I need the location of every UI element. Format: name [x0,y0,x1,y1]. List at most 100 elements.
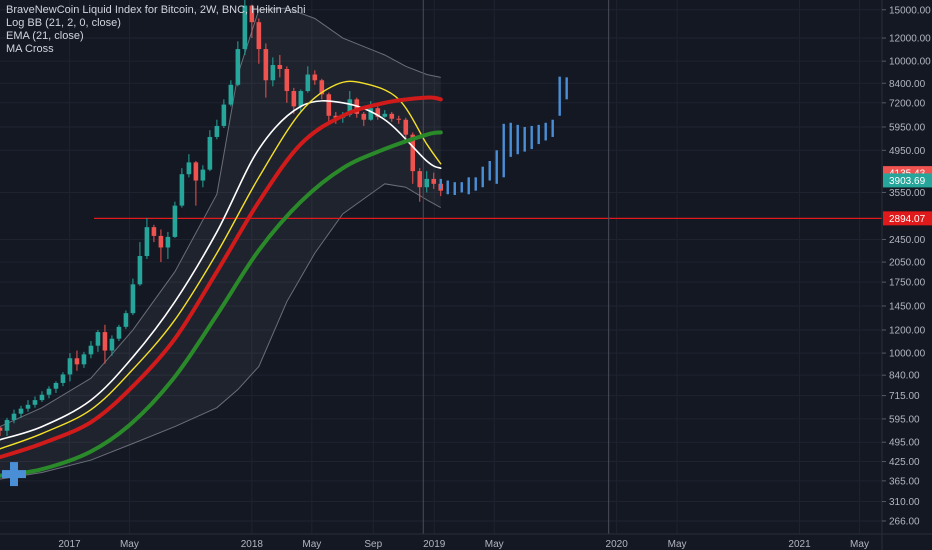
price-tick-label-17: 7200.00 [889,98,926,109]
candle-body-35 [242,5,248,50]
legend-ma-cross[interactable]: MA Cross [6,43,54,55]
time-tick-label-6: May [485,539,504,550]
cross-vertical [10,462,18,487]
candle-body-9 [60,374,66,383]
projection-bar-14 [537,124,540,145]
projection-bar-1 [446,180,449,195]
candle-body-47 [326,94,332,116]
price-tick-label-18: 8400.00 [889,79,926,90]
price-tick-label-8: 1000.00 [889,349,926,360]
candle-body-13 [88,345,94,355]
candle-body-1 [4,419,10,431]
candle-body-46 [319,80,325,95]
candle-body-56 [389,113,395,119]
ma-line-0 [0,100,442,441]
price-tick-label-11: 1750.00 [889,278,926,289]
time-tick-label-3: May [302,539,321,550]
candle-body-8 [53,382,59,389]
candle-body-36 [249,5,255,23]
candle-body-52 [361,113,367,120]
projection-bar-10 [509,122,512,157]
ma-line-3 [0,130,443,478]
candle-body-19 [130,284,136,314]
price-tick-label-3: 425.00 [889,457,920,468]
band-lower-line [0,183,441,480]
band-fill [0,8,441,480]
projection-bar-3 [460,182,463,193]
price-tick-label-12: 2050.00 [889,258,926,269]
projection-bar-5 [474,177,477,191]
price-label-1: 3903.69 [889,176,926,187]
candle-body-31 [214,125,220,137]
candle-body-7 [46,388,52,395]
projection-bar-11 [516,124,519,155]
candle-body-16 [109,338,115,351]
time-tick-label-0: 2017 [58,539,81,550]
time-tick-label-4: Sep [364,539,382,550]
price-label-bg-2 [883,211,932,226]
projection-bar-16 [551,119,554,137]
projection-bar-9 [502,123,505,178]
candle-body-57 [396,118,402,120]
candle-body-21 [144,227,150,257]
candle-body-2 [11,413,17,420]
price-tick-label-7: 840.00 [889,371,920,382]
candle-body-15 [102,332,108,351]
price-tick-label-6: 715.00 [889,391,920,402]
legend-bollinger[interactable]: Log BB (21, 2, 0, close) [6,17,121,29]
candles [0,0,444,436]
time-tick-label-5: 2019 [423,539,446,550]
projection-bar-7 [488,160,491,181]
candle-body-48 [333,115,339,118]
candle-body-0 [0,427,3,431]
time-tick-label-10: May [850,539,869,550]
projection-bar-18 [565,77,568,100]
candle-body-40 [277,65,283,70]
candle-body-10 [67,358,73,375]
candle-body-20 [137,256,143,285]
price-tick-label-15: 4950.00 [889,146,926,157]
price-label-bg-1 [883,173,932,188]
price-tick-label-13: 2450.00 [889,235,926,246]
candle-body-53 [368,108,374,120]
time-tick-label-8: May [668,539,687,550]
candle-body-25 [172,205,178,237]
price-tick-label-10: 1450.00 [889,301,926,312]
ma-line-2 [0,95,443,460]
candle-body-44 [305,74,311,92]
candle-body-11 [74,358,80,365]
price-label-2: 2894.07 [889,214,926,225]
candle-body-37 [256,22,262,50]
time-tick-label-2: 2018 [241,539,264,550]
candle-body-17 [116,326,122,339]
candle-body-41 [284,69,290,92]
candle-body-39 [270,65,276,81]
projection-bar-8 [495,150,498,184]
candle-body-38 [263,49,269,81]
candle-body-54 [375,108,381,117]
candle-body-58 [403,119,409,135]
price-tick-label-19: 10000.00 [889,57,931,68]
candle-body-28 [193,162,199,181]
price-tick-label-16: 5950.00 [889,122,926,133]
candle-body-50 [347,99,353,115]
projection-bar-17 [558,76,561,116]
candle-body-62 [431,178,437,184]
projection-bar-0 [439,178,442,189]
candle-body-22 [151,227,157,236]
projection-bar-15 [544,122,547,141]
projection-bar-2 [453,182,456,195]
projection-bar-12 [523,126,526,152]
legend-ema[interactable]: EMA (21, close) [6,30,84,42]
chart-title[interactable]: BraveNewCoin Liquid Index for Bitcoin, 2… [6,4,306,16]
candle-body-5 [32,400,38,405]
projection-bars [439,76,568,195]
price-tick-label-14: 3550.00 [889,188,926,199]
candle-body-59 [410,134,416,172]
price-tick-label-2: 365.00 [889,476,920,487]
candle-body-3 [18,408,24,414]
candle-body-23 [158,235,164,248]
projection-bar-6 [481,166,484,188]
